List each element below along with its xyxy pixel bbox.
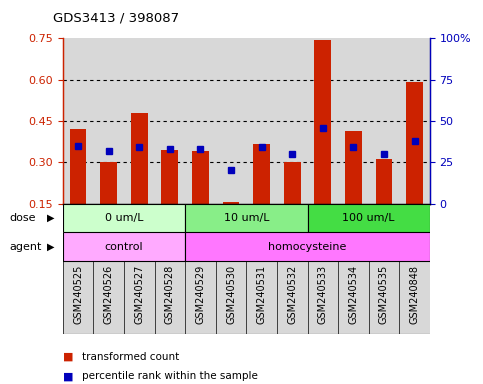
Bar [216,261,246,334]
Text: GSM240526: GSM240526 [104,265,114,324]
Text: GSM240535: GSM240535 [379,265,389,324]
Bar [185,38,216,204]
Bar [376,159,392,204]
Bar [185,261,216,334]
Text: ▶: ▶ [47,242,55,252]
Text: GSM240530: GSM240530 [226,265,236,324]
Bar [70,129,86,204]
Bar [277,261,308,334]
Bar [161,150,178,204]
Bar [192,151,209,204]
Bar [345,131,362,204]
Bar [155,38,185,204]
Bar [338,261,369,334]
Text: GSM240528: GSM240528 [165,265,175,324]
Text: GDS3413 / 398087: GDS3413 / 398087 [53,12,179,25]
Bar [100,162,117,204]
Text: GSM240527: GSM240527 [134,265,144,324]
Bar [284,162,300,204]
Bar [124,38,155,204]
Bar [369,261,399,334]
Bar [338,38,369,204]
Bar [308,38,338,204]
Bar [155,261,185,334]
Bar [308,204,430,232]
Text: agent: agent [10,242,42,252]
Bar [246,261,277,334]
Text: 0 um/L: 0 um/L [105,213,143,223]
Bar [253,144,270,204]
Bar [124,261,155,334]
Text: ■: ■ [63,352,73,362]
Bar [369,38,399,204]
Bar [93,38,124,204]
Bar [399,38,430,204]
Bar [63,38,93,204]
Bar [93,261,124,334]
Text: GSM240529: GSM240529 [196,265,205,324]
Bar [63,232,185,261]
Bar [308,261,338,334]
Bar [185,204,308,232]
Bar [399,261,430,334]
Text: GSM240531: GSM240531 [256,265,267,324]
Text: 10 um/L: 10 um/L [224,213,269,223]
Text: transformed count: transformed count [82,352,179,362]
Text: ■: ■ [63,371,73,381]
Text: GSM240533: GSM240533 [318,265,328,324]
Text: dose: dose [10,213,36,223]
Bar [314,40,331,204]
Text: GSM240534: GSM240534 [348,265,358,324]
Bar [63,261,93,334]
Text: GSM240532: GSM240532 [287,265,297,324]
Bar [223,202,240,204]
Text: control: control [105,242,143,252]
Bar [277,38,308,204]
Text: ▶: ▶ [47,213,55,223]
Text: homocysteine: homocysteine [269,242,347,252]
Text: GSM240525: GSM240525 [73,265,83,324]
Bar [246,38,277,204]
Text: 100 um/L: 100 um/L [342,213,395,223]
Text: GSM240848: GSM240848 [410,265,420,324]
Bar [63,204,185,232]
Bar [406,83,423,204]
Bar [185,232,430,261]
Bar [131,113,148,204]
Text: percentile rank within the sample: percentile rank within the sample [82,371,258,381]
Bar [216,38,246,204]
